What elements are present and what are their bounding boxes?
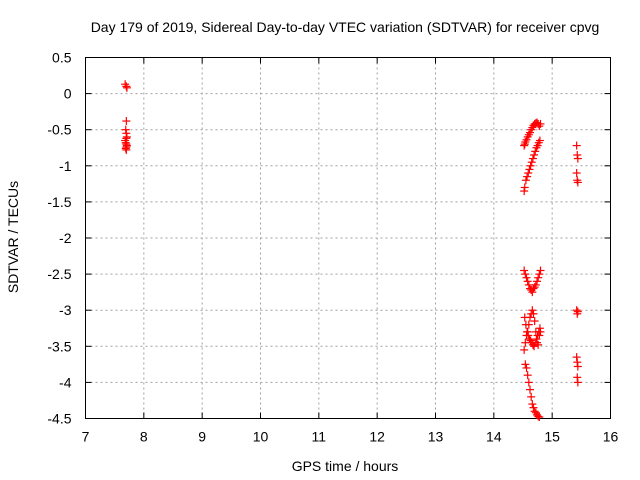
- data-point: [528, 154, 537, 163]
- y-axis-label: SDTVAR / TECUs: [5, 181, 21, 293]
- data-point: [530, 150, 539, 159]
- data-point: [530, 317, 539, 326]
- chart-title: Day 179 of 2019, Sidereal Day-to-day VTE…: [91, 19, 600, 35]
- x-tick-labels: 7 8 9 10 11 12 13 14 15 16: [82, 429, 619, 445]
- data-point: [526, 385, 534, 394]
- x-tick-label: 14: [486, 429, 502, 445]
- x-tick-label: 11: [312, 429, 327, 445]
- data-point: [526, 161, 535, 170]
- x-tick-label: 9: [198, 429, 206, 445]
- data-point: [528, 288, 537, 297]
- data-point: [536, 266, 545, 275]
- data-point: [522, 331, 531, 340]
- data-point: [524, 169, 533, 178]
- data-point: [535, 331, 544, 340]
- data-point: [523, 172, 532, 181]
- data-point: [520, 266, 529, 275]
- data-point: [534, 412, 543, 421]
- data-point: [523, 371, 532, 380]
- data-point: [534, 340, 543, 349]
- y-tick-label: -4.5: [47, 411, 71, 427]
- data-point: [573, 378, 582, 387]
- data-point: [122, 117, 131, 126]
- data-point: [524, 280, 533, 289]
- y-tick-label: -4: [59, 374, 72, 390]
- data-point: [521, 338, 530, 347]
- data-point: [573, 362, 582, 371]
- data-point: [524, 378, 533, 387]
- y-tick-label: -2: [59, 230, 72, 246]
- data-point: [527, 158, 536, 167]
- data-point: [535, 413, 544, 422]
- x-tick-label: 16: [603, 429, 619, 445]
- x-tick-label: 12: [369, 429, 385, 445]
- x-tick-label: 10: [253, 429, 269, 445]
- data-point: [524, 320, 533, 329]
- y-tick-label: -1.5: [47, 194, 71, 210]
- data-point: [522, 363, 531, 372]
- data-point: [520, 183, 529, 192]
- data-point: [531, 147, 540, 156]
- data-point: [522, 273, 531, 282]
- x-tick-label: 15: [544, 429, 560, 445]
- data-point: [536, 119, 545, 128]
- data-point: [535, 270, 544, 279]
- data-point: [534, 273, 543, 282]
- y-tick-label: -3.5: [47, 338, 71, 354]
- data-point: [523, 277, 532, 286]
- data-point: [528, 306, 537, 315]
- data-point: [529, 403, 538, 412]
- data-point: [573, 154, 582, 163]
- y-tick-label: -2.5: [47, 266, 71, 282]
- y-tick-labels: 0.5 0 -0.5 -1 -1.5 -2 -2.5 -3 -3.5 -4 -4.5: [47, 50, 71, 427]
- y-tick-label: -0.5: [47, 122, 71, 138]
- data-point: [528, 400, 537, 409]
- data-point: [122, 83, 131, 92]
- data-point: [523, 327, 532, 336]
- data-point: [531, 280, 540, 289]
- tick-layer: [85, 57, 611, 419]
- data-point: [572, 169, 581, 178]
- data-point: [122, 145, 131, 154]
- data-point: [520, 345, 529, 354]
- data-point: [573, 178, 582, 187]
- data-point: [529, 309, 538, 318]
- data-points: [121, 80, 582, 422]
- data-point: [573, 307, 582, 316]
- data-point: [521, 360, 530, 369]
- data-point: [526, 313, 534, 322]
- x-tick-label: 8: [140, 429, 148, 445]
- x-axis-label: GPS time / hours: [292, 458, 399, 474]
- data-point: [521, 176, 530, 185]
- data-point: [536, 327, 545, 336]
- y-tick-label: 0.5: [52, 50, 72, 66]
- x-tick-label: 13: [428, 429, 444, 445]
- grid-layer: [85, 57, 611, 419]
- data-point: [527, 392, 536, 401]
- data-point: [525, 165, 534, 174]
- data-point: [572, 141, 581, 150]
- data-point: [121, 80, 130, 89]
- data-point: [521, 270, 530, 279]
- y-tick-label: 0: [64, 86, 72, 102]
- data-point: [535, 136, 544, 145]
- y-tick-label: -1: [59, 158, 72, 174]
- y-tick-label: -3: [59, 302, 72, 318]
- data-point: [533, 277, 541, 286]
- x-tick-label: 7: [82, 429, 90, 445]
